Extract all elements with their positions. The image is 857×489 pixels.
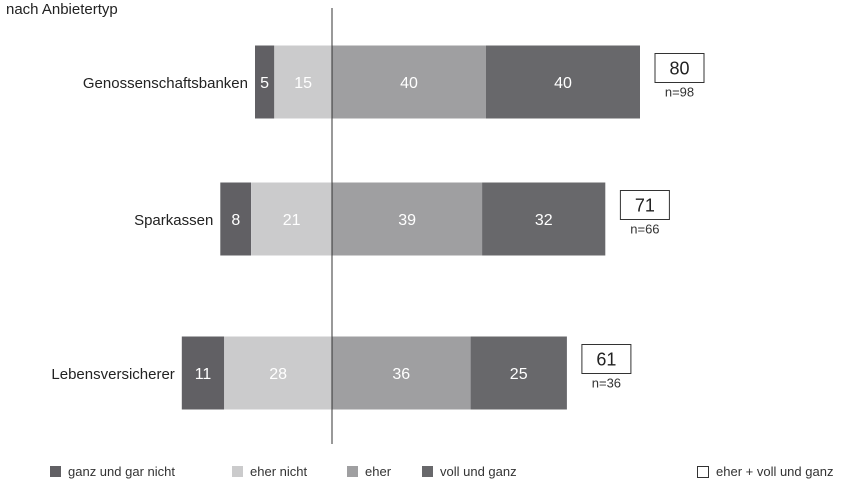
legend-item-eher-nicht: eher nicht (232, 464, 307, 479)
legend-label: eher + voll und ganz (716, 464, 834, 479)
legend-label: voll und ganz (440, 464, 517, 479)
summary-value: 71 (635, 196, 655, 216)
data-label: 25 (510, 366, 528, 383)
bars-group: 5 15 40 40 Genossenschaftsbanken 80 n=98 8 21 39 3… (51, 45, 705, 410)
bar-segment (486, 45, 640, 119)
sample-size-label: n=98 (665, 85, 694, 100)
data-label: 40 (400, 75, 418, 92)
legend-swatch-outline (697, 465, 709, 478)
bar-segment (332, 336, 471, 410)
data-label: 11 (195, 366, 212, 383)
data-label: 39 (398, 212, 416, 229)
summary-box (581, 344, 632, 374)
summary-value: 80 (669, 59, 689, 79)
summary-box (619, 190, 670, 220)
data-label: 36 (392, 366, 410, 383)
legend-item-voll-und-ganz: voll und ganz (422, 464, 517, 479)
bar-segment (255, 45, 275, 119)
bar-segment (224, 336, 332, 410)
legend-label: eher (365, 464, 392, 479)
sample-size-label: n=36 (592, 376, 621, 391)
legend-item-ganz-und-gar-nicht: ganz und gar nicht (50, 464, 175, 479)
bar-segment (220, 182, 252, 256)
sample-size-label: n=66 (630, 222, 659, 237)
bar-segment (470, 336, 567, 410)
legend-label: eher nicht (250, 464, 308, 479)
legend-item-eher-plus-voll-und-ganz: eher + voll und ganz (697, 464, 833, 479)
summary-value: 61 (596, 350, 616, 370)
bar-segment (482, 182, 606, 256)
data-label: 8 (231, 212, 240, 229)
legend-swatch (232, 466, 243, 477)
bar-segment (251, 182, 333, 256)
category-label: Lebensversicherer (51, 366, 174, 383)
data-label: 5 (260, 75, 269, 92)
legend-item-eher: eher (347, 464, 391, 479)
data-label: 32 (535, 212, 553, 229)
bar-segment (332, 45, 486, 119)
bar-segment (274, 45, 333, 119)
summary-box (654, 53, 705, 83)
legend-swatch (50, 466, 61, 477)
data-label: 15 (294, 75, 312, 92)
bar-segment (332, 182, 483, 256)
data-label: 40 (554, 75, 572, 92)
data-label: 28 (269, 366, 287, 383)
legend-swatch (347, 466, 358, 477)
legend-swatch (422, 466, 433, 477)
legend: ganz und gar nicht eher nicht eher voll … (0, 462, 857, 482)
chart-subtitle: nach Anbietertyp (6, 1, 118, 18)
legend-label: ganz und gar nicht (68, 464, 175, 479)
data-label: 21 (283, 212, 301, 229)
bar-segment (181, 336, 225, 410)
category-label: Genossenschaftsbanken (83, 75, 248, 92)
category-label: Sparkassen (134, 212, 213, 229)
